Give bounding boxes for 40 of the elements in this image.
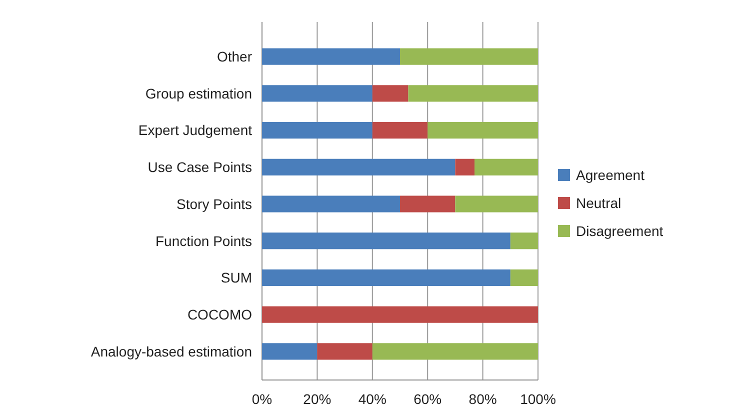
y-tick-label: Expert Judgement	[138, 122, 252, 138]
y-tick-label: COCOMO	[187, 306, 252, 322]
bar	[510, 269, 538, 286]
bar	[400, 196, 456, 212]
legend-label: Disagreement	[576, 222, 664, 239]
y-tick-label: SUM	[220, 270, 252, 286]
bar	[455, 196, 538, 212]
bar	[262, 343, 318, 360]
bar	[262, 85, 372, 102]
bar	[262, 196, 400, 212]
bar	[428, 122, 538, 139]
bar	[372, 85, 408, 102]
x-tick-label: 40%	[358, 391, 386, 407]
bar	[317, 343, 372, 360]
y-tick-label: Other	[216, 48, 252, 64]
bar	[262, 269, 510, 286]
bar	[455, 158, 475, 176]
y-tick-label: Function Points	[156, 232, 252, 249]
y-tick-label: Story Points	[176, 196, 252, 212]
x-tick-label: 0%	[252, 391, 272, 407]
bar	[262, 48, 400, 65]
y-tick-label: Use Case Points	[148, 159, 252, 176]
bar	[372, 343, 538, 360]
bar	[262, 158, 456, 176]
x-tick-label: 80%	[468, 391, 497, 407]
bar	[474, 158, 538, 176]
legend-label: Neutral	[576, 194, 622, 211]
x-tick-label: 100%	[520, 391, 556, 407]
y-tick-label: Analogy-based estimation	[90, 343, 252, 360]
y-tick-label: Group estimation	[145, 85, 252, 102]
bar	[262, 122, 372, 139]
bar	[400, 48, 538, 65]
bar	[372, 122, 428, 139]
bar	[262, 232, 510, 250]
x-tick-label: 20%	[303, 391, 332, 407]
bar	[510, 232, 538, 250]
x-tick-label: 60%	[414, 391, 442, 407]
bar	[262, 306, 538, 323]
bar	[408, 85, 538, 102]
legend-label: Agreement	[576, 166, 645, 183]
